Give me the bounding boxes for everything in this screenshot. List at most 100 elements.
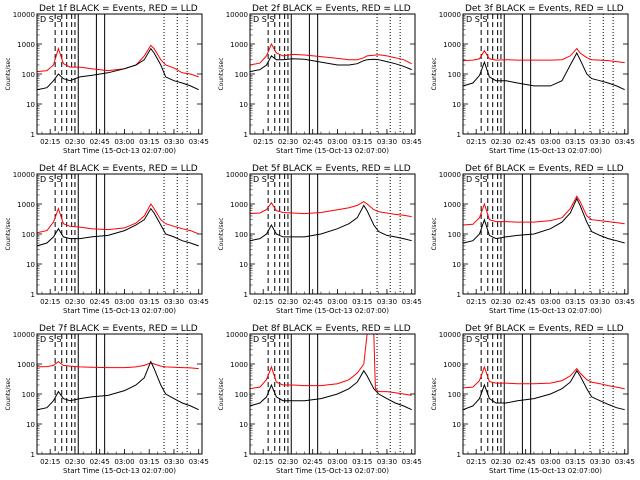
x-tick-label: 03:45 [615, 138, 635, 146]
x-tick-label: 03:00 [327, 298, 347, 306]
y-axis-label: Counts/sec [218, 217, 225, 250]
y-tick-label: 10000 [439, 11, 461, 19]
x-tick-label: 03:15 [139, 298, 159, 306]
x-tick-label: 02:30 [65, 458, 85, 466]
y-tick-label: 1000 [443, 201, 461, 209]
events-series-line [36, 47, 199, 91]
x-tick-label: 02:15 [40, 138, 60, 146]
segment-marker-labels: D S S [466, 15, 487, 24]
x-tick-label: 03:15 [352, 458, 372, 466]
x-tick-label: 02:45 [516, 458, 536, 466]
y-tick-label: 100 [235, 71, 248, 79]
y-tick-label: 1000 [230, 201, 248, 209]
panel-title: Det 5f BLACK = Events, RED = LLD [252, 164, 411, 174]
y-axis-label: Counts/sec [218, 377, 225, 410]
x-tick-label: 02:15 [466, 138, 486, 146]
segment-marker-labels: D S S [40, 335, 61, 344]
y-tick-label: 10 [239, 421, 248, 429]
panel-title: Det 9f BLACK = Events, RED = LLD [465, 324, 624, 334]
segment-marker-labels: D S S [40, 15, 61, 24]
x-tick-label: 02:15 [253, 138, 273, 146]
y-tick-label: 10 [239, 261, 248, 269]
x-tick-label: 02:45 [90, 298, 110, 306]
y-tick-label: 100 [448, 231, 461, 239]
panel-title: Det 3f BLACK = Events, RED = LLD [465, 4, 624, 14]
y-tick-label: 1 [244, 131, 248, 139]
x-tick-label: 03:00 [540, 298, 560, 306]
x-tick-label: 03:15 [565, 138, 585, 146]
lld-series-line [462, 365, 625, 390]
y-tick-label: 1 [31, 451, 35, 459]
y-tick-label: 10000 [226, 11, 248, 19]
x-tick-label: 03:00 [327, 138, 347, 146]
y-tick-label: 100 [22, 71, 35, 79]
segment-marker-labels: D S S [253, 15, 274, 24]
y-tick-label: 10000 [439, 171, 461, 179]
x-tick-label: 02:45 [516, 138, 536, 146]
panel-title: Det 1f BLACK = Events, RED = LLD [39, 4, 198, 14]
events-series-line [462, 197, 625, 244]
x-axis-label: Start Time (15-Oct-13 02:07:00) [63, 147, 176, 155]
y-tick-label: 10000 [226, 331, 248, 339]
x-tick-label: 02:45 [303, 298, 323, 306]
x-tick-label: 02:30 [491, 138, 511, 146]
y-tick-label: 10 [239, 101, 248, 109]
y-tick-label: 1000 [17, 361, 35, 369]
x-tick-label: 02:30 [278, 138, 298, 146]
plot-frame [36, 333, 203, 455]
y-axis-label: Counts/sec [218, 57, 225, 90]
y-tick-label: 100 [448, 391, 461, 399]
x-tick-label: 02:15 [253, 298, 273, 306]
x-tick-label: 03:30 [377, 458, 397, 466]
lld-series-line [249, 42, 412, 66]
y-tick-label: 10 [452, 261, 461, 269]
y-tick-label: 1000 [230, 361, 248, 369]
x-tick-label: 03:30 [590, 458, 610, 466]
events-series-line [36, 207, 199, 247]
y-axis-label: Counts/sec [5, 377, 12, 410]
segment-marker-labels: D S S [253, 175, 274, 184]
x-tick-label: 03:30 [377, 138, 397, 146]
panel-title: Det 8f BLACK = Events, RED = LLD [252, 324, 411, 334]
y-tick-label: 10000 [226, 171, 248, 179]
y-axis-label: Counts/sec [5, 57, 12, 90]
segment-marker-labels: D S S [466, 175, 487, 184]
segment-marker-labels: D S S [466, 335, 487, 344]
events-series-line [249, 204, 412, 242]
y-axis-label: Counts/sec [431, 377, 438, 410]
x-tick-label: 03:45 [402, 138, 422, 146]
y-tick-label: 1000 [17, 201, 35, 209]
y-tick-label: 100 [235, 231, 248, 239]
y-tick-label: 1 [31, 291, 35, 299]
y-tick-label: 10000 [13, 171, 35, 179]
y-tick-label: 10000 [439, 331, 461, 339]
plot-frame [249, 173, 416, 295]
y-tick-label: 10 [452, 421, 461, 429]
segment-marker-labels: D S S [40, 175, 61, 184]
x-tick-label: 02:30 [491, 458, 511, 466]
x-tick-label: 02:45 [303, 138, 323, 146]
y-tick-label: 1 [457, 451, 461, 459]
lld-series-line [249, 333, 412, 396]
y-tick-label: 100 [22, 231, 35, 239]
panel-title: Det 7f BLACK = Events, RED = LLD [39, 324, 198, 334]
x-tick-label: 03:30 [590, 138, 610, 146]
y-tick-label: 1 [244, 291, 248, 299]
x-tick-label: 02:30 [491, 298, 511, 306]
x-axis-label: Start Time (15-Oct-13 02:07:00) [276, 147, 389, 155]
y-tick-label: 100 [448, 71, 461, 79]
x-tick-label: 02:15 [40, 458, 60, 466]
events-series-line [462, 369, 625, 411]
y-tick-label: 10000 [13, 331, 35, 339]
x-tick-label: 03:45 [189, 458, 209, 466]
x-tick-label: 02:45 [90, 458, 110, 466]
x-tick-label: 03:15 [352, 138, 372, 146]
lld-series-line [462, 47, 625, 64]
x-tick-label: 02:15 [466, 458, 486, 466]
x-tick-label: 02:15 [466, 298, 486, 306]
